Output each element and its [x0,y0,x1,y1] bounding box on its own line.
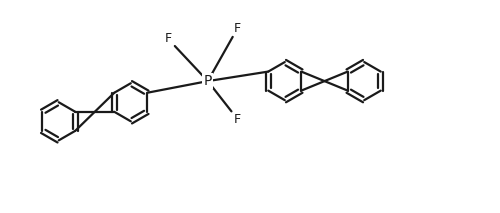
Text: F: F [234,113,241,126]
Text: F: F [164,32,172,45]
Text: F: F [234,22,241,35]
Text: P: P [204,74,212,88]
